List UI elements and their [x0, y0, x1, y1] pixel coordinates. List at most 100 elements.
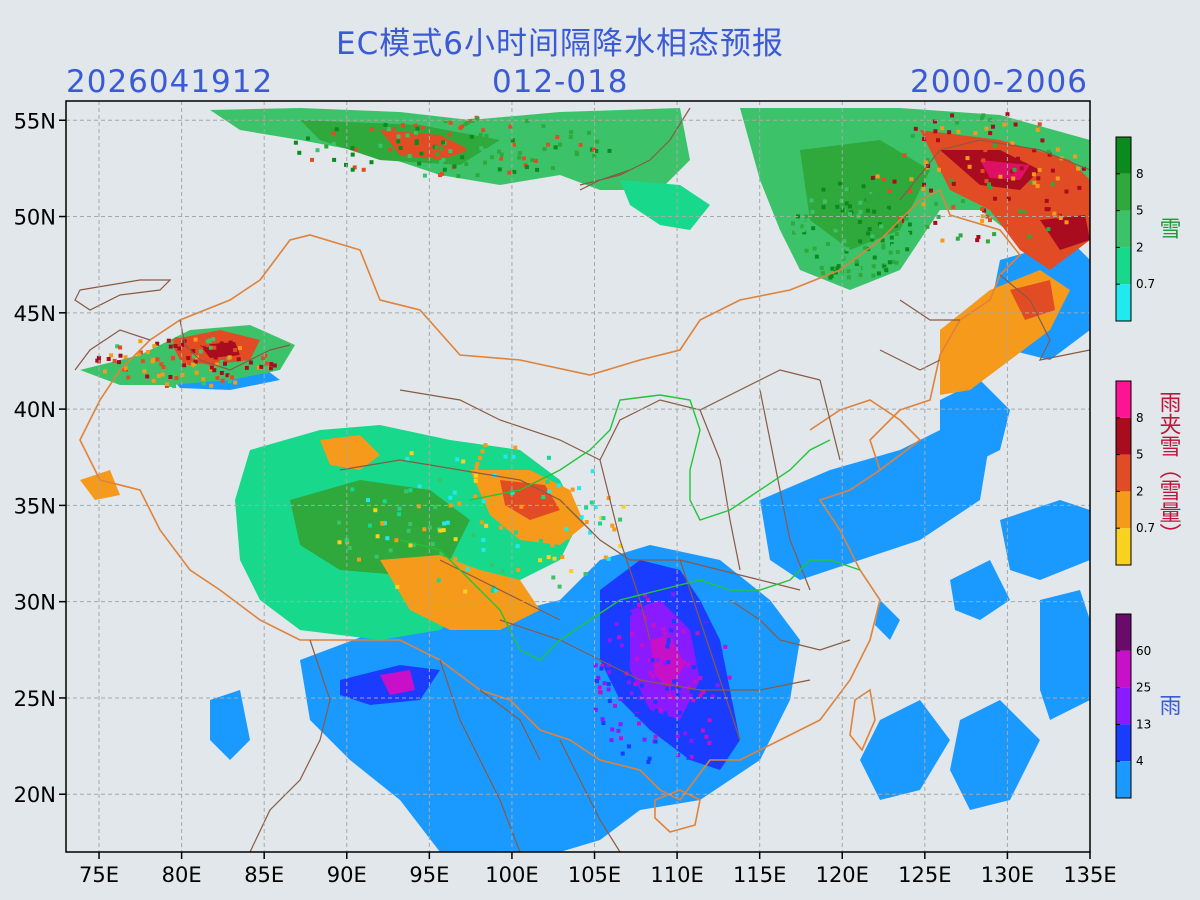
precip-pixel — [347, 545, 352, 550]
precip-pixel — [315, 148, 320, 153]
precip-pixel — [925, 157, 930, 162]
colorbar-swatch — [1116, 284, 1131, 321]
precip-pixel — [872, 190, 876, 195]
precip-pixel — [802, 230, 807, 235]
lon-tick-label: 135E — [1063, 863, 1116, 887]
precip-pixel — [439, 551, 444, 556]
precip-pixel — [933, 129, 938, 134]
precip-pixel — [921, 202, 926, 207]
precip-pixel — [813, 198, 818, 203]
precip-pixel — [1037, 167, 1042, 172]
precip-pixel — [643, 593, 647, 598]
precip-pixel — [422, 527, 427, 532]
precip-pixel — [909, 177, 914, 182]
precip-pixel — [230, 351, 235, 356]
precip-pixel — [830, 266, 835, 271]
precip-pixel — [152, 344, 157, 349]
colorbar-label: 2 — [1136, 240, 1144, 254]
precip-pixel — [892, 179, 897, 184]
precip-pixel — [363, 146, 368, 151]
precip-pixel — [1006, 196, 1011, 201]
precip-pixel — [983, 148, 988, 153]
precip-pixel — [981, 158, 986, 163]
precip-pixel — [353, 142, 358, 147]
precip-pixel — [337, 540, 342, 545]
precip-pixel — [890, 243, 895, 248]
precip-pixel — [844, 201, 849, 206]
precip-pixel — [465, 120, 470, 125]
precip-pixel — [881, 245, 886, 250]
precip-pixel — [470, 118, 475, 123]
precip-pixel — [422, 173, 427, 178]
precip-pixel — [465, 566, 470, 571]
precip-pixel — [833, 228, 838, 233]
precip-pixel — [550, 166, 555, 171]
precip-pixel — [629, 661, 634, 666]
precip-pixel — [474, 466, 479, 470]
precip-pixel — [481, 538, 486, 542]
precip-pixel — [475, 582, 480, 587]
precip-pixel — [510, 138, 515, 143]
precip-pixel — [1055, 176, 1060, 181]
precip-pixel — [980, 214, 985, 219]
lat-tick-label: 25N — [14, 687, 56, 711]
precip-pixel — [975, 238, 980, 243]
precip-pixel — [452, 164, 457, 169]
precip-pixel — [465, 151, 470, 156]
precip-pixel — [890, 218, 895, 222]
precip-pixel — [654, 714, 659, 718]
precip-pixel — [993, 144, 997, 148]
precip-pixel — [473, 478, 478, 483]
precip-pixel — [481, 128, 486, 133]
precip-pixel — [967, 164, 972, 169]
precip-pixel — [653, 699, 658, 704]
precip-pixel — [445, 520, 450, 525]
precip-pixel — [1046, 207, 1051, 212]
precip-pixel — [570, 487, 575, 492]
precip-pixel — [700, 728, 705, 733]
precip-pixel — [887, 260, 892, 265]
precip-pixel — [438, 528, 443, 533]
precip-pixel — [201, 381, 206, 386]
precip-pixel — [523, 139, 528, 144]
precip-pixel — [870, 237, 875, 242]
precip-pixel — [1036, 176, 1041, 181]
precip-pixel — [447, 132, 452, 137]
precip-pixel — [220, 378, 225, 383]
precip-pixel — [264, 361, 269, 366]
colorbar-label: 60 — [1136, 644, 1151, 658]
precip-pixel — [547, 489, 552, 494]
precip-pixel — [578, 142, 583, 147]
precip-pixel — [998, 174, 1003, 179]
precip-pixel — [882, 264, 887, 269]
precip-pixel — [433, 505, 438, 510]
precip-pixel — [625, 650, 630, 655]
precip-pixel — [123, 355, 128, 360]
precip-pixel — [804, 214, 809, 219]
precip-pixel — [156, 374, 161, 378]
precip-pixel — [510, 490, 515, 495]
precip-pixel — [863, 201, 867, 206]
precip-pixel — [369, 127, 374, 132]
precip-pixel — [858, 210, 863, 214]
precip-pixel — [448, 495, 453, 500]
precip-pixel — [481, 547, 486, 552]
precip-pixel — [558, 142, 562, 147]
precip-pixel — [707, 740, 712, 745]
map-title: EC模式6小时间隔降水相态预报 — [336, 26, 784, 62]
precip-pixel — [618, 544, 623, 548]
precip-pixel — [1016, 223, 1021, 228]
precip-pixel — [640, 643, 645, 648]
precip-pixel — [792, 230, 796, 235]
precip-pixel — [484, 523, 489, 528]
precip-pixel — [448, 149, 453, 154]
taiwan-border — [849, 688, 876, 752]
precip-pixel — [170, 373, 175, 378]
precip-pixel — [606, 663, 611, 668]
precip-pixel — [590, 469, 595, 474]
precip-pixel — [248, 360, 253, 365]
precip-pixel — [992, 232, 997, 237]
precip-speckles — [95, 112, 1090, 764]
precip-pixel — [988, 131, 993, 136]
china-border — [79, 188, 1022, 802]
